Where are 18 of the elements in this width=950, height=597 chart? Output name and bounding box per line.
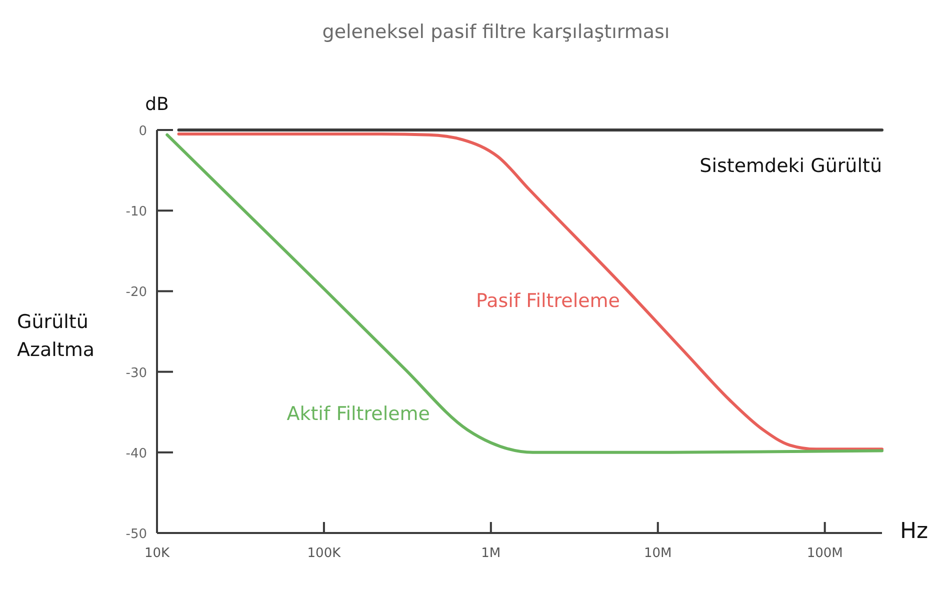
y-tick-label: -30 (126, 366, 147, 381)
x-tick-label: 10K (144, 546, 170, 561)
y-tick-label: -20 (126, 285, 147, 300)
x-tick-label: 100K (307, 546, 342, 561)
y-axis-title: Gürültü Azaltma (17, 311, 94, 361)
x-tick-label: 100M (806, 546, 843, 561)
text: dB (145, 94, 169, 115)
x-tick-label: 10M (644, 546, 672, 561)
series-label: Pasif Filtreleme (476, 290, 620, 312)
chart-title: geleneksel pasif filtre karşılaştırması (322, 21, 670, 43)
series-label: Aktif Filtreleme (286, 403, 430, 425)
y-tick-label: -10 (126, 204, 147, 220)
x-axis-title: Hz (900, 519, 928, 544)
series-label: Sistemdeki Gürültü (700, 155, 882, 177)
x-tick-label: 1M (481, 546, 501, 561)
y-tick-label: 0 (138, 124, 147, 139)
y-tick-label: -50 (126, 527, 147, 542)
y-tick-label: -40 (126, 446, 147, 462)
